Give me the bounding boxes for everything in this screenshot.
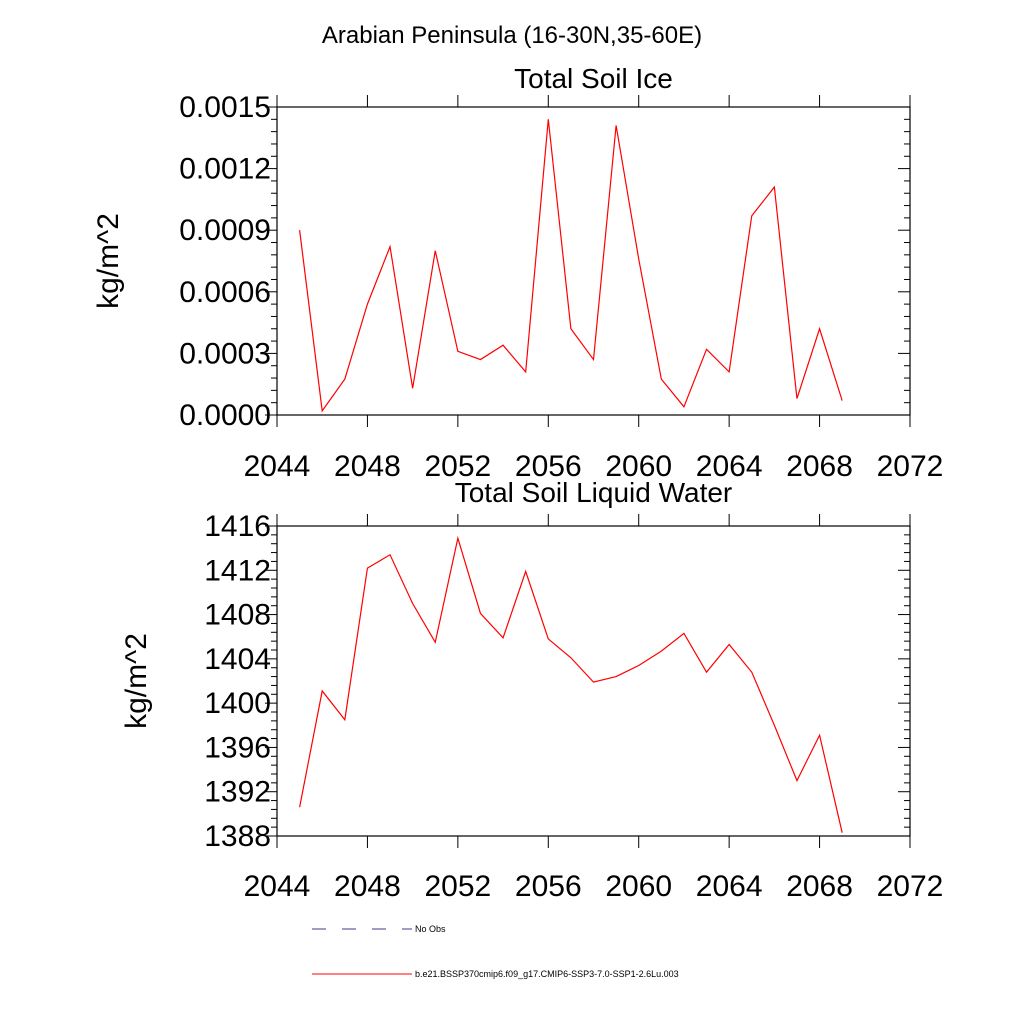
series-line-1: [299, 535, 843, 833]
y-axis-label: kg/m^2: [92, 213, 125, 309]
chart-title: Total Soil Liquid Water: [455, 477, 733, 508]
legend: No Obs b.e21.BSSP370cmip6.f09_g17.CMIP6-S…: [312, 924, 679, 979]
chart-panel-2: Total Soil Liquid Water kg/m^2 1388 1392 139…: [120, 477, 943, 903]
plot-frame: [276, 106, 911, 416]
x-tick-label: 2052: [424, 870, 491, 903]
chart-panel-1: Total Soil Ice kg/m^2 0.0000 0.0003 0.0006 0.…: [92, 63, 943, 483]
x-tick-label: 2064: [696, 450, 763, 483]
y-tick-label: 1396: [204, 731, 271, 764]
plot-frame: [276, 525, 911, 837]
x-tick-label: 2056: [515, 450, 582, 483]
y-tick-label: 0.0009: [179, 214, 271, 247]
x-tick-label: 2052: [424, 450, 491, 483]
y-tick-label: 0.0000: [179, 399, 271, 432]
y-tick-label: 1404: [204, 643, 271, 676]
y-tick-label: 1416: [204, 510, 271, 543]
x-tick-label: 2072: [877, 870, 944, 903]
x-tick-label: 2060: [605, 450, 672, 483]
y-tick-label: 1388: [204, 820, 271, 853]
y-tick-label: 0.0003: [179, 337, 271, 370]
x-tick-label: 2048: [334, 450, 401, 483]
x-tick-label: 2044: [244, 450, 311, 483]
y-axis-label: kg/m^2: [120, 633, 153, 729]
x-tick-label: 2068: [786, 450, 853, 483]
y-tick-label: 1412: [204, 554, 271, 587]
legend-label: b.e21.BSSP370cmip6.f09_g17.CMIP6-SSP3-7.…: [415, 969, 679, 979]
legend-item-1: No Obs: [312, 924, 446, 934]
y-tick-label: 0.0015: [179, 91, 271, 124]
y-tick-label: 0.0012: [179, 153, 271, 186]
x-tick-label: 2060: [605, 870, 672, 903]
x-tick-label: 2064: [696, 870, 763, 903]
x-tick-label: 2072: [877, 450, 944, 483]
region-title: Arabian Peninsula (16-30N,35-60E): [322, 22, 702, 49]
y-tick-label: 1408: [204, 599, 271, 632]
legend-item-2: b.e21.BSSP370cmip6.f09_g17.CMIP6-SSP3-7.…: [312, 969, 679, 979]
x-tick-label: 2048: [334, 870, 401, 903]
panels-group: Total Soil Ice kg/m^2 0.0000 0.0003 0.0006 0.…: [92, 63, 943, 903]
chart-title: Total Soil Ice: [514, 63, 673, 94]
x-tick-label: 2056: [515, 870, 582, 903]
legend-label: No Obs: [415, 924, 446, 934]
y-tick-label: 1392: [204, 776, 271, 809]
y-tick-label: 1400: [204, 687, 271, 720]
x-tick-label: 2044: [244, 870, 311, 903]
y-tick-label: 0.0006: [179, 276, 271, 309]
x-tick-label: 2068: [786, 870, 853, 903]
series-line-1: [299, 119, 843, 413]
